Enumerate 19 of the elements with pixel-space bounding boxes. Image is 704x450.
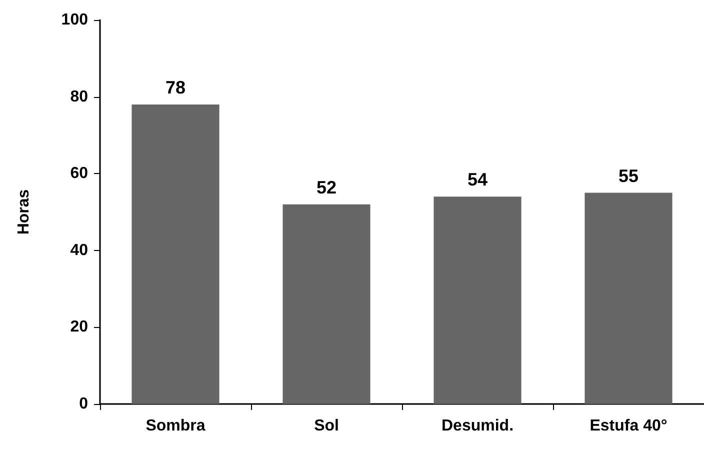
data-label: 55	[618, 166, 639, 186]
data-label: 78	[165, 77, 186, 98]
bar	[584, 192, 672, 404]
data-label: 52	[316, 177, 337, 198]
y-tick-label: 40	[70, 242, 88, 259]
bar	[434, 196, 522, 404]
y-tick-label: 20	[70, 318, 88, 336]
x-tick-label: Sol	[314, 418, 339, 434]
y-axis-title: Horas	[16, 189, 32, 235]
bar	[282, 204, 370, 404]
x-tick-label: Estufa 40°	[590, 418, 668, 434]
y-tick-label: 0	[79, 396, 88, 412]
y-tick-label: 60	[70, 165, 88, 182]
y-tick-label: 100	[61, 12, 88, 28]
y-tick-label: 80	[70, 88, 88, 106]
x-tick-label: Desumid.	[441, 418, 514, 434]
data-label: 54	[467, 170, 488, 190]
x-tick-label: Sombra	[146, 418, 206, 434]
bar	[132, 104, 220, 404]
